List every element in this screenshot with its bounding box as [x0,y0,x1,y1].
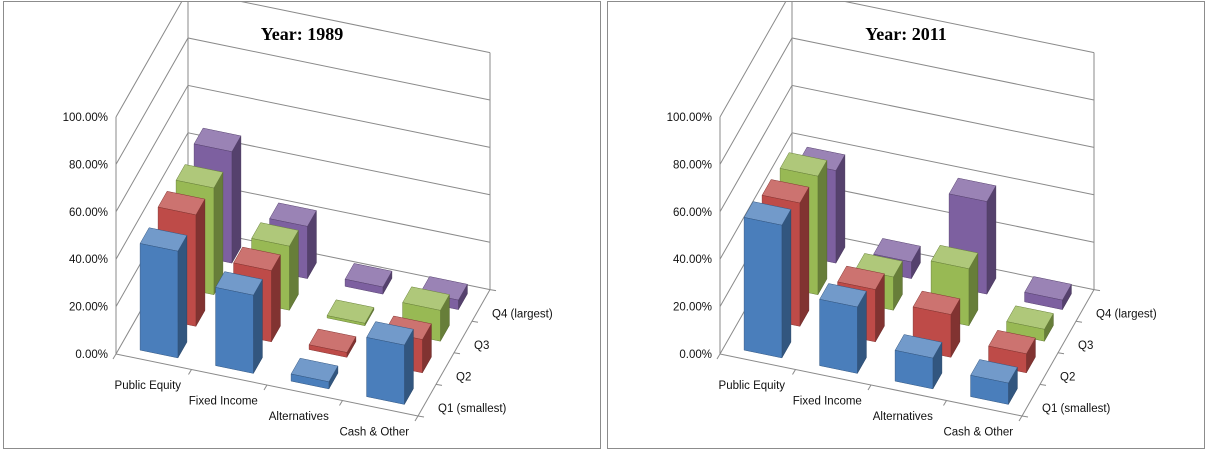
bar-front [970,374,1009,405]
bar-front [819,298,858,374]
bar-q1-smallest-public-equity [743,201,792,359]
y-tick-label: 20.00% [69,302,108,314]
bar-side [177,234,188,359]
depth-tick [1075,320,1083,323]
gridline [115,37,491,165]
y-tick-label: 40.00% [673,254,712,266]
bar-front [894,349,934,390]
x-tick [867,384,872,391]
bar-top [326,299,375,324]
bars [139,127,468,406]
chart-1989: Year: 1989 0.00% 20.00% 40.00% 60.00% 80.00% 1… [63,2,553,438]
bar-side [213,171,224,296]
x-tick-label: Public Equity [115,380,182,392]
bar-front [366,337,405,405]
x-tick-label: Public Equity [719,380,786,392]
chart-title: Year: 2011 [865,24,946,44]
depth-tick [1093,289,1101,292]
x-tick [1018,415,1023,422]
series-label: Q3 [474,340,489,352]
y-tick-label: 60.00% [69,207,108,219]
series-label: Q2 [456,372,471,384]
y-tick-label: 0.00% [679,349,712,361]
y-tick-label: 80.00% [69,159,108,171]
depth-tick [471,320,479,323]
depth-tick [453,352,461,355]
bar-side [231,134,242,265]
y-tick-label: 100.00% [63,112,108,124]
series-label: Q2 [1060,372,1075,384]
bar-front [290,373,330,390]
x-tick [943,400,947,406]
bar-front [1024,291,1063,310]
x-tick-label: Cash & Other [339,426,409,438]
bar-q1-smallest-cash-other [366,321,414,406]
chart-panel-1989: Year: 1989 0.00% 20.00% 40.00% 60.00% 80.00% 1… [3,1,601,449]
series-label: Q1 (smallest) [1042,403,1111,415]
x-tick [263,384,268,391]
depth-tick [489,289,497,292]
bar-q1-smallest-alternatives [290,357,339,390]
series-label: Q4 (largest) [1096,308,1157,320]
y-tick-label: 80.00% [673,159,712,171]
bar-side [799,186,810,328]
gridline [719,37,1095,165]
x-tick-label: Alternatives [873,411,933,423]
bar-q3-alternatives [326,299,375,327]
bar-side [253,278,263,375]
chart-title: Year: 1989 [261,24,343,44]
bar-q3-cash-other [1006,305,1054,343]
x-tick [112,353,117,360]
x-tick-label: Alternatives [269,411,329,423]
series-label: Q3 [1078,340,1093,352]
chart-2011: Year: 2011 0.00% 20.00% 40.00% 60.00% 80.00% 1… [667,2,1157,438]
depth-tick [417,415,425,418]
y-tick-label: 0.00% [75,349,108,361]
bar-q1-smallest-fixed-income [215,271,263,375]
bars [743,146,1072,406]
bar-front [139,243,179,359]
depth-tick [1021,415,1029,418]
bar-front [743,217,783,359]
bar-q1-smallest-public-equity [139,227,188,359]
y-tick-label: 40.00% [69,254,108,266]
bar-side [817,159,828,296]
y-tick-label: 60.00% [673,207,712,219]
bar-side [835,153,846,265]
depth-tick [1039,383,1047,386]
bar-q1-smallest-cash-other [970,359,1018,406]
bar-front [215,287,254,374]
chart-panel-2011: Year: 2011 0.00% 20.00% 40.00% 60.00% 80.00% 1… [607,1,1205,449]
bar-q2-alternatives [308,328,357,359]
x-tick [792,369,796,375]
series-label: Q1 (smallest) [438,403,507,415]
gridline [115,2,491,118]
x-tick-label: Cash & Other [943,426,1013,438]
gridline [719,2,1095,118]
bar-q4-largest-alternatives [344,263,393,296]
depth-tick [435,383,443,386]
x-tick [188,369,192,375]
bar-side [781,208,792,359]
bar-front [326,315,366,327]
bar-front [308,344,348,358]
bar-q1-smallest-alternatives [894,334,943,390]
x-tick-label: Fixed Income [793,395,862,407]
x-tick [339,400,343,406]
x-tick [414,415,419,422]
bar-q4-largest-cash-other [1024,276,1072,311]
y-tick-label: 100.00% [667,112,712,124]
x-tick [716,353,721,360]
y-tick-label: 20.00% [673,302,712,314]
x-tick-label: Fixed Income [189,395,258,407]
depth-tick [1057,352,1065,355]
bar-side [195,198,206,328]
bar-side [986,184,997,296]
bar-q1-smallest-fixed-income [819,283,867,375]
bar-front [344,278,384,295]
series-label: Q4 (largest) [492,308,553,320]
